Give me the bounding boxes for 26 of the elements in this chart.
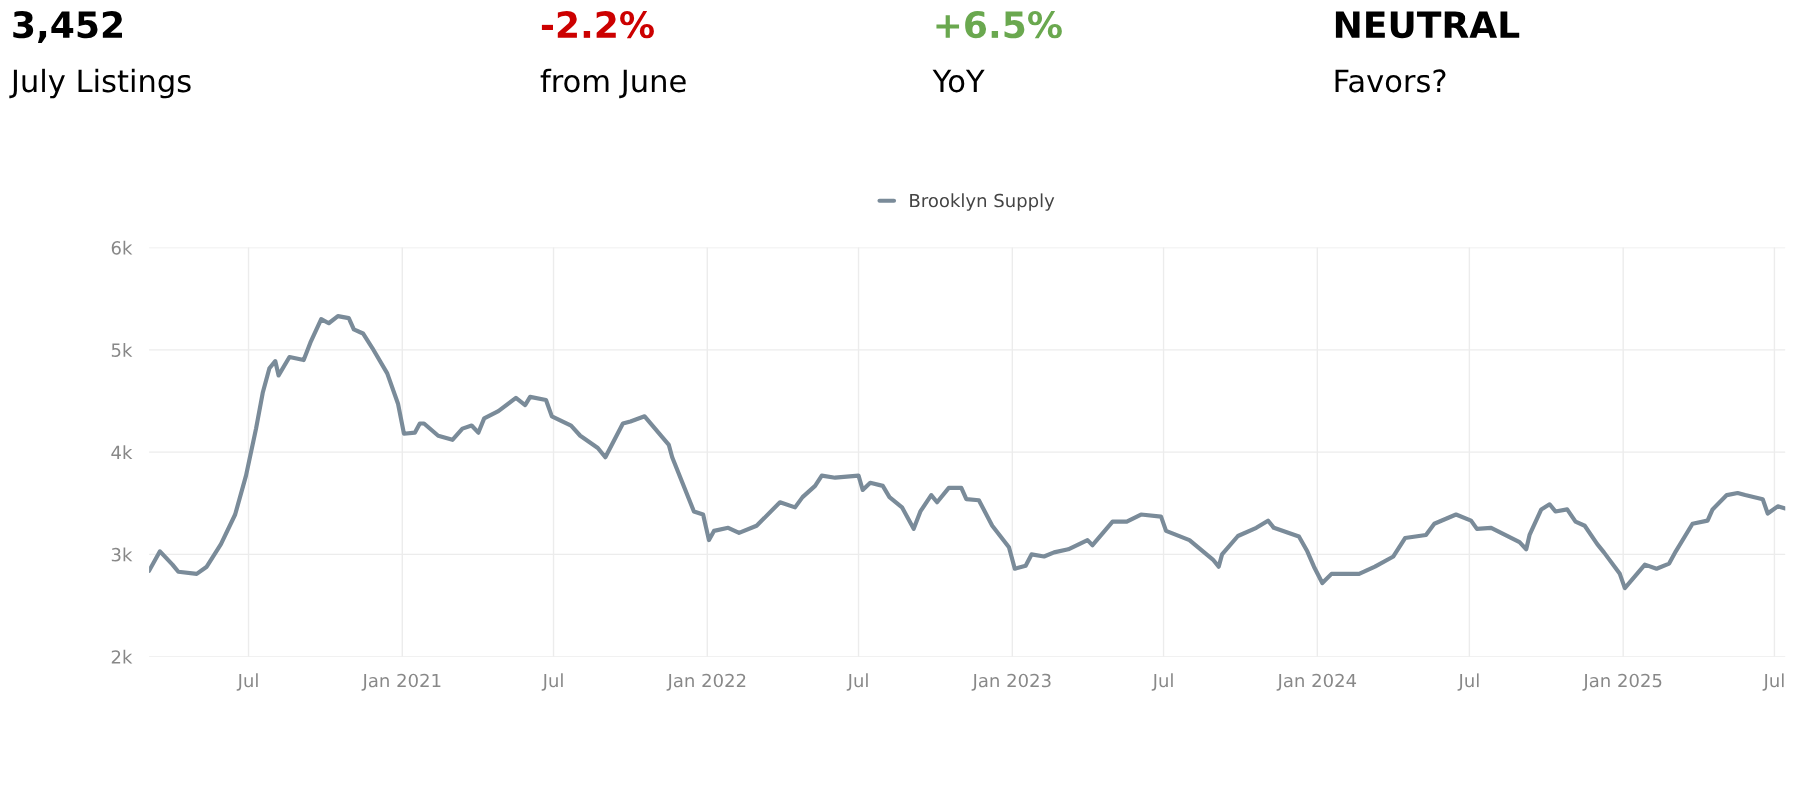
y-tick-label: 4k (111, 445, 133, 459)
x-tick-label: Jan 2021 (361, 673, 441, 691)
y-tick-label: 5k (111, 342, 133, 357)
x-tick-label: Jan 2022 (666, 673, 746, 691)
line-series (149, 314, 1786, 591)
text: 3,452 (13, 11, 122, 43)
x-tick-label: Jan 2024 (1276, 673, 1357, 691)
text: -2.2% (541, 11, 654, 39)
text: +6.5% (936, 11, 1062, 39)
x-tick-label: Jul (1151, 673, 1173, 691)
x-tick-label: Jul (1762, 673, 1784, 691)
legend-label: Brooklyn Supply (910, 193, 1055, 211)
y-tick-label: 2k (111, 649, 133, 664)
text: from June (540, 68, 686, 99)
x-tick-label: Jul (541, 673, 563, 691)
x-tick-label: Jul (846, 673, 868, 691)
y-tick-label: 6k (111, 240, 133, 255)
y-tick-label: 3k (111, 547, 133, 562)
text: YoY (932, 69, 985, 93)
x-tick-label: Jan 2023 (971, 673, 1051, 691)
text: July Listings (9, 68, 191, 99)
x-tick-label: Jan 2025 (1582, 673, 1662, 691)
x-tick-label: Jul (1457, 673, 1479, 691)
x-tick-label: Jul (236, 673, 258, 691)
text: Favors? (1335, 69, 1446, 93)
text: NEUTRAL (1335, 11, 1520, 39)
